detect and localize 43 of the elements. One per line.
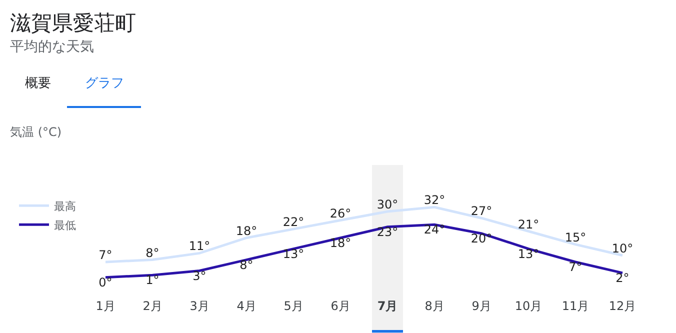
data-label: 22° bbox=[282, 215, 304, 230]
text: グラフ bbox=[85, 76, 124, 91]
data-label: 11° bbox=[188, 239, 210, 254]
x-tick-label: 11月 bbox=[562, 299, 590, 313]
x-tick-label: 5月 bbox=[284, 299, 304, 313]
text: 概要 bbox=[25, 76, 51, 91]
x-tick-label: 1月 bbox=[96, 299, 116, 313]
data-label: 7° bbox=[568, 260, 582, 274]
data-label: 1° bbox=[146, 273, 160, 288]
data-label: 13° bbox=[518, 246, 540, 261]
data-label: 3° bbox=[192, 268, 206, 283]
chart-title: 滋賀県愛荘町 bbox=[10, 11, 136, 35]
data-label: 30° bbox=[376, 198, 398, 212]
chart-subtitle: 平均的な天気 bbox=[10, 39, 94, 55]
data-label: 26° bbox=[330, 206, 352, 220]
x-tick-label: 10月 bbox=[514, 299, 542, 313]
data-label: 32° bbox=[424, 193, 446, 208]
text: 気温 (°C) bbox=[10, 125, 62, 139]
data-label: 13° bbox=[282, 246, 304, 261]
x-tick-label: 9月 bbox=[472, 299, 492, 313]
data-label: 23° bbox=[376, 224, 398, 239]
data-label: 0° bbox=[98, 275, 112, 290]
data-label: 15° bbox=[564, 230, 586, 244]
data-label: 2° bbox=[616, 270, 630, 285]
x-tick-label: 6月 bbox=[330, 299, 350, 313]
data-label: 8° bbox=[240, 258, 254, 272]
x-tick-label: 7月 bbox=[377, 299, 398, 313]
data-label: 24° bbox=[424, 222, 446, 237]
data-label: 10° bbox=[612, 241, 634, 256]
data-label: 8° bbox=[146, 246, 160, 260]
x-tick-label: 8月 bbox=[424, 299, 444, 313]
x-tick-label: 2月 bbox=[142, 299, 162, 313]
x-tick-label: 12月 bbox=[608, 299, 636, 313]
legend-label: 最低 bbox=[54, 218, 76, 232]
data-label: 27° bbox=[470, 204, 492, 218]
legend-label: 最高 bbox=[54, 200, 76, 213]
data-label: 21° bbox=[518, 217, 540, 232]
data-label: 20° bbox=[470, 231, 492, 246]
data-label: 7° bbox=[98, 248, 112, 262]
data-label: 18° bbox=[236, 224, 258, 238]
data-label: 18° bbox=[330, 236, 352, 250]
x-tick-label: 3月 bbox=[190, 299, 210, 313]
x-tick-label: 4月 bbox=[236, 299, 256, 313]
